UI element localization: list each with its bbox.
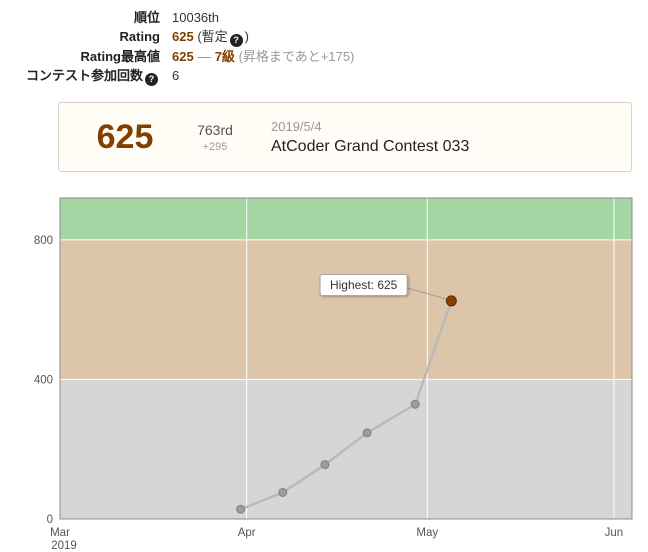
highest-rating-label: Rating最高値 (80, 49, 160, 64)
grade-badge: 7級 (214, 49, 235, 64)
highest-rating-tooltip: Highest: 625 (319, 273, 408, 296)
rating-band-green (60, 198, 632, 240)
x-tick-label: Jun (605, 527, 624, 539)
contest-count-value: 6 (172, 68, 180, 83)
stat-row-highest: Rating最高値 625—7級 (昇格まであと+175) (0, 47, 648, 66)
rank-label: 順位 (133, 10, 160, 25)
rating-label: Rating (119, 29, 160, 44)
stats-table: 順位 10036th Rating 625 (暫定?) Rating最高値 62… (0, 0, 648, 86)
latest-contest-info: 2019/5/4 AtCoder Grand Contest 033 (271, 119, 469, 156)
rating-band-brown (60, 239, 632, 380)
stat-row-rank: 順位 10036th (0, 8, 648, 27)
rating-provisional-close: ) (244, 29, 250, 44)
rating-value: 625 (172, 29, 194, 44)
rank-value: 10036th (172, 10, 219, 25)
y-tick-label: 0 (47, 514, 53, 526)
help-icon[interactable]: ? (145, 73, 158, 86)
rating-chart: 0 400 800 Mar 2019 Apr May Jun Highest: 625 (26, 192, 640, 552)
highest-rating-group: 625—7級 (昇格まであと+175) (172, 47, 354, 66)
x-tick-sublabel: 2019 (51, 540, 77, 550)
help-icon[interactable]: ? (229, 34, 243, 47)
rating-point[interactable] (236, 504, 246, 514)
x-tick-label: Mar (50, 527, 70, 539)
tooltip-connector (407, 287, 450, 301)
highest-separator: — (197, 49, 211, 64)
contest-count-label-text: コンテスト参加回数 (25, 68, 143, 83)
plot-frame (59, 197, 633, 520)
contest-count-label: コンテスト参加回数? (0, 66, 160, 86)
highest-rating-value: 625 (172, 49, 194, 64)
promotion-note: (昇格まであと+175) (238, 49, 355, 64)
latest-rank-value: 763rd (197, 121, 233, 138)
latest-rating-value: 625 (96, 118, 154, 156)
rating-value-group: 625 (暫定?) (172, 27, 249, 47)
rating-point[interactable] (362, 428, 372, 438)
rating-provisional-open: (暫定 (197, 29, 228, 44)
latest-rating-diff: +295 (202, 140, 228, 153)
stat-row-rating: Rating 625 (暫定?) (0, 27, 648, 47)
latest-contest-name[interactable]: AtCoder Grand Contest 033 (271, 137, 470, 155)
rating-line (240, 300, 453, 511)
rating-point[interactable] (410, 399, 420, 409)
x-tick-label: Apr (238, 527, 256, 539)
y-tick-label: 800 (34, 235, 53, 247)
rating-point[interactable] (278, 487, 288, 497)
latest-contest-card: 625 763rd +295 2019/5/4 AtCoder Grand Co… (58, 102, 632, 172)
rating-point[interactable] (320, 460, 330, 470)
latest-rank-block: 763rd +295 (179, 122, 251, 153)
stat-row-contests: コンテスト参加回数? 6 (0, 66, 648, 86)
x-tick-label: May (416, 527, 438, 539)
latest-contest-date: 2019/5/4 (271, 118, 322, 134)
y-tick-label: 400 (34, 374, 53, 386)
highest-rating-point[interactable] (445, 295, 457, 307)
